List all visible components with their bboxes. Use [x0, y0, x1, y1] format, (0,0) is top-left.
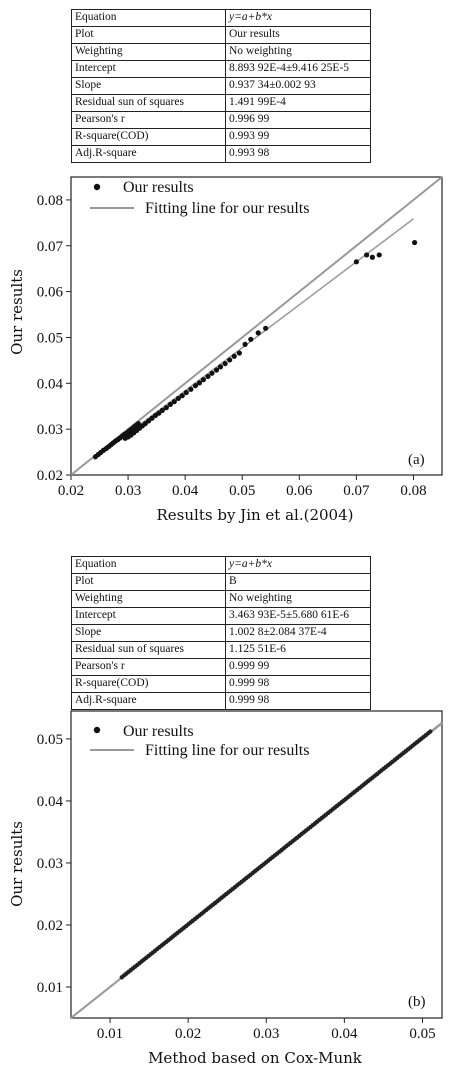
data-point	[412, 239, 418, 246]
x-axis-label-a: Results by Jin et al.(2004)	[157, 506, 354, 524]
data-point	[196, 380, 203, 386]
legend-label-points-a: Our results	[123, 179, 194, 196]
chart-a: 0.02 0.03 0.04 0.05 0.06 0.07 0.08 0.020.030.0…	[8, 176, 443, 524]
data-point	[171, 399, 177, 405]
data-point	[159, 407, 165, 413]
y-tick-label: 0.04	[37, 794, 64, 810]
data-point	[222, 360, 228, 367]
stats-a-row: Plot Our results	[71, 26, 371, 44]
stats-b-value: 0.999 98	[225, 692, 371, 710]
data-point	[227, 357, 233, 363]
data-point	[163, 405, 169, 411]
x-tick-label: 0.02	[175, 1026, 201, 1042]
legend-label-points-b: Our results	[123, 723, 194, 740]
data-point	[255, 330, 261, 336]
x-tick-label: 0.04	[331, 1026, 358, 1042]
stats-a-row: Residual sun of squares 1.491 99E-4	[71, 94, 371, 112]
y-tick-label: 0.04	[37, 376, 64, 392]
data-point	[217, 364, 224, 370]
panel-label-b: (b)	[408, 994, 426, 1010]
data-point	[209, 370, 215, 376]
x-tick-label: 0.05	[229, 483, 255, 499]
stats-b-row: Equation y=a+b*x	[71, 556, 371, 574]
y-tick-label: 0.07	[37, 239, 64, 255]
stats-a-row: Equation y=a+b*x	[71, 9, 371, 27]
y-tick-label: 0.08	[37, 193, 63, 209]
plot-frame-a	[70, 176, 443, 476]
y-tick-label: 0.06	[37, 285, 64, 301]
stats-table-b: Equation y=a+b*x Plot B Weighting No weightin…	[71, 556, 371, 710]
data-point	[369, 254, 375, 260]
data-point	[364, 252, 370, 258]
data-point	[205, 373, 211, 380]
legend-label-line-b: Fitting line for our results	[145, 742, 309, 759]
stats-a-row: Slope 0.937 34±0.002 93	[71, 77, 371, 95]
points-a	[92, 239, 418, 460]
data-point	[236, 350, 242, 356]
data-point	[263, 325, 269, 331]
x-tick-label: 0.08	[400, 483, 426, 499]
x-tick-label: 0.02	[58, 483, 84, 499]
y-ticks-b: 0.01 0.02 0.03 0.04 0.05	[37, 732, 71, 996]
panel-label-a: (a)	[408, 452, 425, 468]
stats-b-row: Adj.R-square 0.999 98	[71, 692, 371, 710]
x-tick-label: 0.07	[343, 483, 370, 499]
data-point	[428, 729, 433, 734]
x-tick-label: 0.01	[97, 1026, 123, 1042]
stats-a-row: Intercept 8.893 92E-4±9.416 25E-5	[71, 60, 371, 78]
x-ticks-a: 0.02 0.03 0.04 0.05 0.06 0.07 0.08	[58, 475, 427, 499]
data-point	[242, 341, 248, 347]
stats-table-a: Equation y=a+b*x Plot Our results Weighting N…	[71, 9, 371, 163]
data-point	[213, 367, 220, 373]
y-axis-label-a: Our results	[8, 269, 26, 355]
stats-a-value: 0.993 98	[225, 145, 371, 163]
y-tick-label: 0.01	[37, 980, 63, 996]
data-point	[376, 252, 382, 258]
y-tick-label: 0.03	[37, 856, 63, 872]
x-axis-label-b: Method based on Cox-Munk	[148, 1049, 363, 1067]
stats-a-row: Adj.R-square 0.993 98	[71, 145, 371, 163]
stats-b-row: Plot B	[71, 573, 371, 591]
data-point	[167, 401, 173, 407]
legend-label-line-a: Fitting line for our results	[145, 200, 309, 217]
data-point	[175, 395, 181, 402]
data-point	[192, 383, 199, 389]
stats-b-row: R-square(COD) 0.999 98	[71, 675, 371, 693]
legend-marker-points-b	[93, 726, 101, 734]
data-point	[179, 393, 185, 399]
x-tick-label: 0.03	[253, 1026, 279, 1042]
data-point	[188, 386, 194, 392]
x-tick-label: 0.06	[286, 483, 313, 499]
data-point	[200, 377, 207, 383]
points-b	[119, 729, 433, 980]
x-tick-label: 0.05	[409, 1026, 435, 1042]
y-axis-label-b: Our results	[8, 821, 26, 907]
data-point	[353, 259, 359, 265]
data-point	[183, 389, 189, 396]
legend-marker-points-a	[93, 183, 101, 191]
x-ticks-b: 0.01 0.02 0.03 0.04 0.05	[97, 1018, 436, 1042]
y-tick-label: 0.05	[37, 732, 63, 748]
data-point	[231, 353, 237, 359]
y-tick-label: 0.02	[37, 918, 63, 934]
y-ticks-a: 0.02 0.03 0.04 0.05 0.06 0.07 0.08	[37, 193, 71, 484]
y-tick-label: 0.03	[37, 422, 63, 438]
data-point	[248, 336, 254, 342]
y-tick-label: 0.05	[37, 330, 63, 346]
y-tick-label: 0.02	[37, 468, 63, 484]
x-tick-label: 0.03	[115, 483, 141, 499]
data-point	[135, 421, 141, 427]
plot-frame-b	[70, 710, 443, 1019]
x-tick-label: 0.04	[172, 483, 199, 499]
